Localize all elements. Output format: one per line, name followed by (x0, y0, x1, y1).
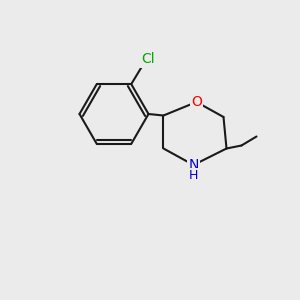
Text: O: O (191, 95, 202, 109)
Text: H: H (189, 169, 198, 182)
Text: N: N (188, 158, 199, 172)
Text: Cl: Cl (141, 52, 154, 66)
